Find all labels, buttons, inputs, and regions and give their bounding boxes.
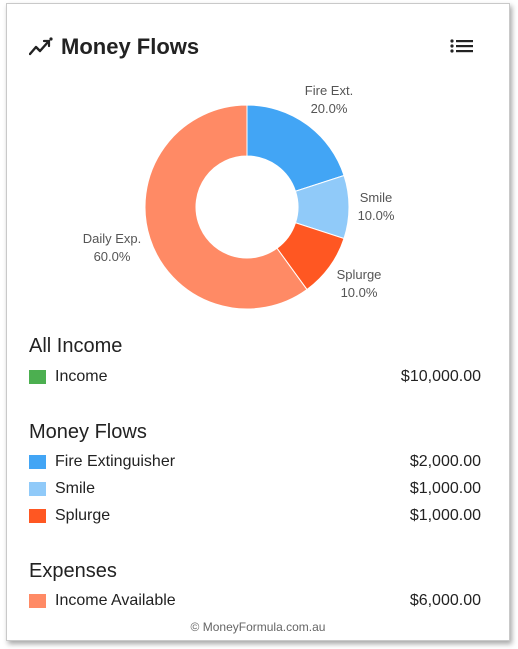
list-item-amount: $1,000.00 <box>409 480 481 497</box>
list-item-splurge: Splurge $1,000.00 <box>29 505 481 527</box>
fire-extinguisher-swatch <box>29 455 46 469</box>
slice-label-fire-ext: Fire Ext. <box>305 83 353 98</box>
slice-label-daily-exp: Daily Exp. <box>83 231 142 246</box>
list-item-label: Fire Extinguisher <box>55 453 176 470</box>
list-item-label: Splurge <box>55 507 111 524</box>
list-item-amount: $2,000.00 <box>409 453 481 470</box>
money-flows-card: Money Flows Fire Ext. 20.0% Smile 10.0% Splu… <box>6 3 510 641</box>
list-item-amount: $6,000.00 <box>409 592 481 609</box>
splurge-swatch <box>29 509 46 523</box>
list-item-label: Smile <box>55 480 96 497</box>
section-title-money-flows: Money Flows <box>29 421 147 443</box>
trending-icon <box>29 37 53 56</box>
smile-swatch <box>29 482 46 496</box>
slice-fire-ext <box>246 104 345 192</box>
section-title-all-income: All Income <box>29 335 123 357</box>
list-item-smile: Smile $1,000.00 <box>29 478 481 500</box>
slice-value-fire-ext: 20.0% <box>311 101 348 116</box>
slice-daily-exp <box>144 104 308 310</box>
list-item-income: Income $10,000.00 <box>29 366 481 388</box>
list-item-label: Income <box>55 368 108 385</box>
income-available-swatch <box>29 594 46 608</box>
list-item-amount: $10,000.00 <box>400 368 481 385</box>
copyright-footer: © MoneyFormula.com.au <box>190 620 326 634</box>
card-header: Money Flows <box>29 32 199 62</box>
income-swatch <box>29 370 46 384</box>
section-title-expenses: Expenses <box>29 560 117 582</box>
slice-label-smile: Smile <box>360 190 393 205</box>
list-item-amount: $1,000.00 <box>409 507 481 524</box>
list-menu-icon[interactable] <box>447 35 477 57</box>
donut-chart: Fire Ext. 20.0% Smile 10.0% Splurge 10.0% Dail… <box>83 83 395 310</box>
slice-value-splurge: 10.0% <box>341 285 378 300</box>
slice-value-daily-exp: 60.0% <box>94 249 131 264</box>
slice-value-smile: 10.0% <box>358 208 395 223</box>
list-item-fire-extinguisher: Fire Extinguisher $2,000.00 <box>29 451 481 473</box>
slice-label-splurge: Splurge <box>337 267 382 282</box>
list-item-income-available: Income Available $6,000.00 <box>29 590 481 612</box>
card-title: Money Flows <box>61 34 200 59</box>
list-item-label: Income Available <box>55 592 176 609</box>
